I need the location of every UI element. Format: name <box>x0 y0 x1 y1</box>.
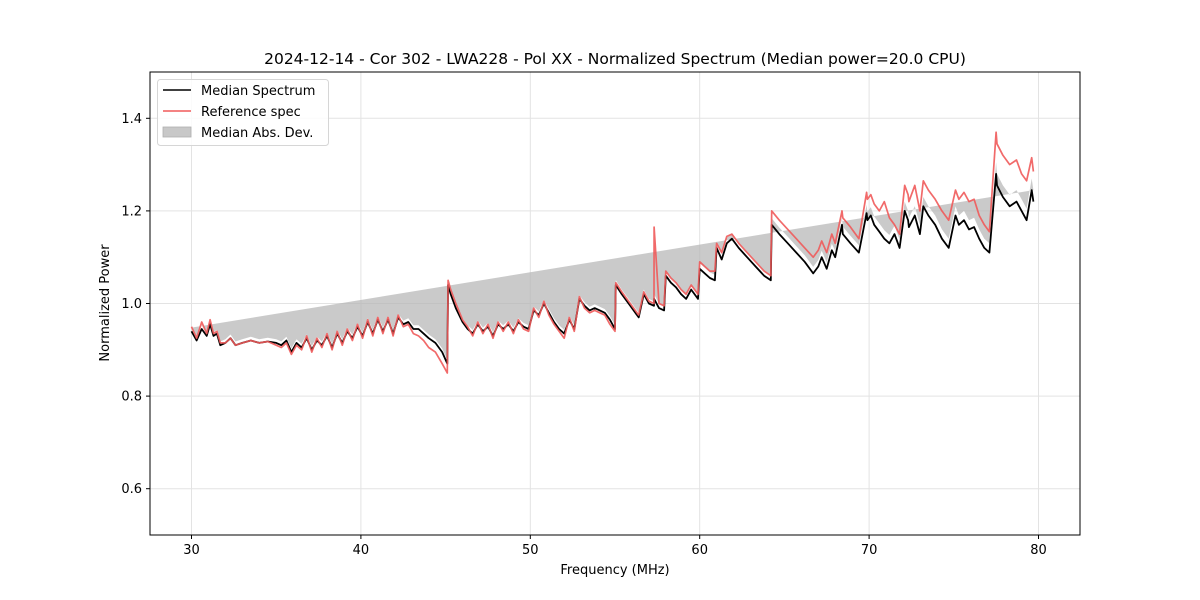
y-tick-label: 1.0 <box>121 297 142 312</box>
x-axis-label: Frequency (MHz) <box>560 563 669 578</box>
y-tick-label: 1.4 <box>121 112 142 127</box>
y-axis: 0.6 0.8 1.0 1.2 1.4 <box>121 112 150 497</box>
legend: Median Spectrum Reference spec Median Ab… <box>157 79 329 146</box>
x-axis: 30 40 50 60 70 80 <box>183 535 1047 558</box>
legend-mad-swatch <box>162 126 192 138</box>
x-tick-label: 30 <box>183 543 200 558</box>
mad-band <box>191 162 1034 360</box>
x-tick-label: 70 <box>861 543 878 558</box>
y-axis-label: Normalized Power <box>98 244 113 362</box>
x-tick-label: 50 <box>522 543 539 558</box>
mad-band-layer <box>191 162 1034 360</box>
chart-title: 2024-12-14 - Cor 302 - LWA228 - Pol XX -… <box>264 50 966 68</box>
legend-mad-label: Median Abs. Dev. <box>201 126 313 141</box>
series-layer <box>190 131 1035 374</box>
y-tick-label: 1.2 <box>121 204 142 219</box>
legend-median-label: Median Spectrum <box>201 84 315 99</box>
y-tick-label: 0.6 <box>121 482 142 497</box>
y-tick-label: 0.8 <box>121 390 142 405</box>
legend-reference-label: Reference spec <box>201 105 301 120</box>
x-tick-label: 40 <box>353 543 370 558</box>
legend-box <box>157 79 329 146</box>
x-tick-label: 60 <box>691 543 708 558</box>
reference-spectrum-line <box>190 131 1035 374</box>
x-tick-label: 80 <box>1030 543 1047 558</box>
